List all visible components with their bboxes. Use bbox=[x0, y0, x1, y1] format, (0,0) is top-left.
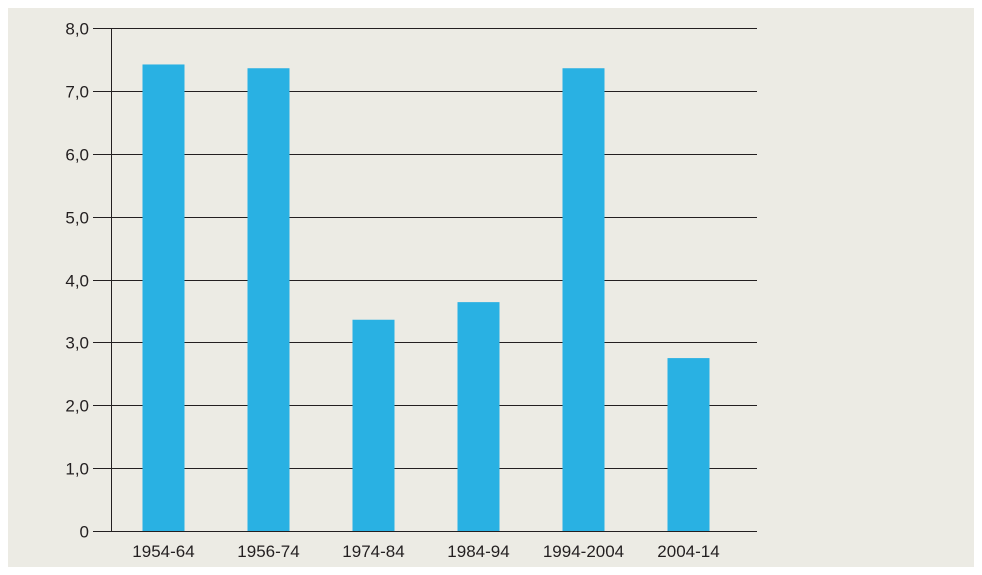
x-axis: 1954-64 1956-74 1974-84 1984-94 1994-2004 200… bbox=[132, 542, 719, 561]
bar bbox=[352, 319, 395, 531]
x-tick-label: 1974-84 bbox=[342, 542, 404, 561]
bar bbox=[667, 358, 710, 531]
y-tick-label: 6,0 bbox=[65, 146, 89, 165]
bar bbox=[562, 68, 605, 532]
bar bbox=[457, 302, 500, 531]
x-tick-label: 1954-64 bbox=[132, 542, 194, 561]
x-tick-label: 1956-74 bbox=[237, 542, 299, 561]
y-tick-label: 7,0 bbox=[65, 83, 89, 102]
bar bbox=[247, 68, 290, 532]
x-tick-label: 2004-14 bbox=[657, 542, 719, 561]
y-tick-label: 1,0 bbox=[65, 460, 89, 479]
x-tick-label: 1994-2004 bbox=[543, 542, 624, 561]
bars bbox=[142, 64, 710, 532]
bar bbox=[142, 64, 185, 531]
y-tick-label: 0 bbox=[80, 523, 89, 542]
y-tick-label: 3,0 bbox=[65, 334, 89, 353]
x-tick-label: 1984-94 bbox=[447, 542, 509, 561]
y-tick-label: 4,0 bbox=[65, 272, 89, 291]
y-tick-label: 8,0 bbox=[65, 20, 89, 39]
gridlines bbox=[93, 28, 757, 532]
y-tick-label: 5,0 bbox=[65, 209, 89, 228]
y-axis: 0 1,0 2,0 3,0 4,0 5,0 6,0 7,0 8,0 bbox=[65, 20, 112, 542]
y-tick-label: 2,0 bbox=[65, 397, 89, 416]
